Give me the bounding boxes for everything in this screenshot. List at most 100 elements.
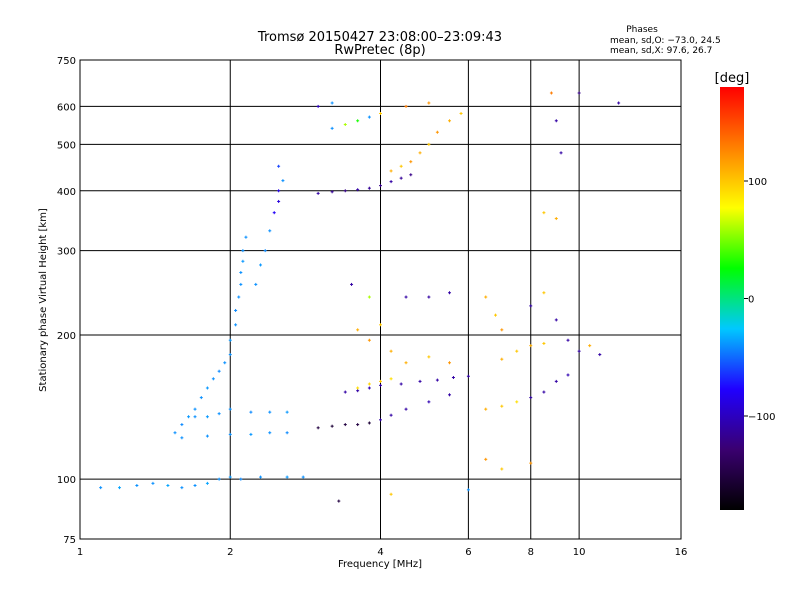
data-point xyxy=(249,410,253,414)
data-point xyxy=(241,259,245,263)
data-point xyxy=(343,390,347,394)
data-point xyxy=(180,436,184,440)
data-point xyxy=(330,101,334,105)
data-point xyxy=(205,386,209,390)
data-point xyxy=(285,410,289,414)
data-point xyxy=(239,271,243,275)
data-point xyxy=(316,426,320,430)
colorbar-tick-label: 0 xyxy=(748,295,754,306)
data-point xyxy=(356,119,360,123)
data-point xyxy=(617,101,621,105)
data-point xyxy=(404,407,408,411)
data-point xyxy=(239,477,243,481)
data-point xyxy=(559,151,563,155)
data-point xyxy=(554,318,558,322)
data-point xyxy=(389,377,393,381)
data-point xyxy=(448,393,452,397)
data-point xyxy=(577,349,581,353)
data-point xyxy=(389,492,393,496)
data-point xyxy=(277,189,281,193)
data-point xyxy=(356,188,360,192)
colorbar-tick-label: −100 xyxy=(748,412,775,423)
data-point xyxy=(379,323,382,327)
x-tick-label: 4 xyxy=(377,547,383,558)
data-point xyxy=(350,282,354,286)
data-point xyxy=(285,475,289,479)
data-point xyxy=(272,211,276,215)
data-point xyxy=(193,483,197,487)
data-point xyxy=(542,341,546,345)
data-point xyxy=(268,431,272,435)
data-point xyxy=(135,483,139,487)
data-point xyxy=(542,291,546,295)
data-point xyxy=(330,424,334,428)
data-point xyxy=(379,383,382,387)
data-point xyxy=(228,475,232,479)
data-point xyxy=(356,423,360,427)
x-tick-label: 6 xyxy=(465,547,471,558)
data-point xyxy=(367,338,371,342)
data-point xyxy=(542,390,546,394)
data-point xyxy=(118,486,122,490)
data-point xyxy=(249,432,253,436)
data-point xyxy=(515,400,519,404)
data-point xyxy=(379,111,382,115)
data-point xyxy=(566,373,570,377)
data-point xyxy=(356,328,360,332)
data-point xyxy=(435,130,439,134)
grid-lines xyxy=(80,60,681,539)
data-point xyxy=(259,475,263,479)
x-tick-label: 1 xyxy=(77,547,83,558)
data-point xyxy=(542,211,546,215)
data-point xyxy=(427,400,431,404)
y-tick-label: 300 xyxy=(57,247,76,258)
data-point xyxy=(554,217,558,221)
phase-x-stats: mean, sd,X: 97.6, 26.7 xyxy=(610,46,712,56)
data-point xyxy=(484,457,488,461)
data-point xyxy=(500,467,504,471)
data-point xyxy=(228,432,232,436)
data-point xyxy=(228,338,232,342)
data-point xyxy=(367,295,371,299)
data-point xyxy=(404,361,408,365)
data-point xyxy=(166,483,170,487)
data-point xyxy=(500,328,504,332)
data-point xyxy=(211,377,215,381)
data-point xyxy=(217,412,221,416)
y-tick-label: 100 xyxy=(57,475,76,486)
data-point xyxy=(281,179,285,183)
data-point xyxy=(427,355,431,359)
data-point xyxy=(205,434,209,438)
chart-subtitle: RwPretec (8p) xyxy=(334,43,425,58)
data-point xyxy=(285,431,289,435)
data-point xyxy=(418,379,422,383)
data-point xyxy=(343,423,347,427)
data-point xyxy=(367,386,371,390)
data-point xyxy=(254,282,258,286)
data-point xyxy=(399,176,403,180)
chart-title: Tromsø 20150427 23:08:00–23:09:43 xyxy=(257,30,502,45)
phase-header: Phases xyxy=(626,25,658,35)
data-point xyxy=(217,477,221,481)
data-point xyxy=(577,91,581,95)
colorbar-ticks: 100 0 −100 xyxy=(744,177,775,423)
data-point xyxy=(367,186,371,190)
data-point xyxy=(418,151,422,155)
data-point xyxy=(409,173,413,177)
data-points xyxy=(99,91,621,503)
data-point xyxy=(435,378,439,382)
data-point xyxy=(500,357,504,361)
data-point xyxy=(500,404,504,408)
data-point xyxy=(427,101,431,105)
data-point xyxy=(330,190,334,194)
data-point xyxy=(529,461,533,465)
data-point xyxy=(448,361,452,365)
data-point xyxy=(277,199,281,203)
phase-o-stats: mean, sd,O: −73.0, 24.5 xyxy=(610,36,721,46)
data-point xyxy=(228,407,232,411)
data-point xyxy=(451,376,455,380)
colorbar-bar xyxy=(720,87,744,510)
y-tick-label: 400 xyxy=(57,187,76,198)
x-tick-label: 10 xyxy=(573,547,586,558)
data-point xyxy=(193,415,197,419)
